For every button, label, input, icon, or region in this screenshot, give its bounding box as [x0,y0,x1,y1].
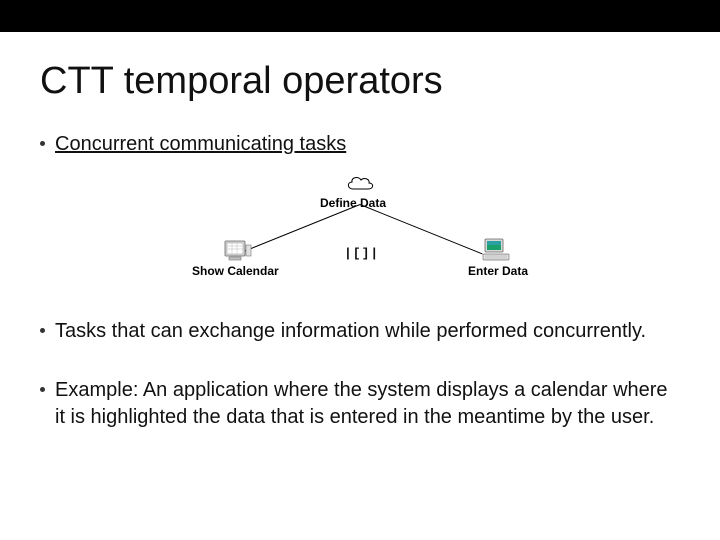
node-show-calendar: Show Calendar [198,238,278,278]
node-label: Define Data [316,196,390,210]
bullet-text: Example: An application where the system… [55,377,680,431]
bullet-text: Concurrent communicating tasks [55,131,680,158]
spacer [40,363,680,377]
node-enter-data: Enter Data [462,238,532,278]
slide-topbar [0,0,720,32]
cloud-icon [345,174,375,194]
bullet-dot-icon [40,141,45,146]
node-label: Show Calendar [192,264,278,278]
node-label: Enter Data [464,264,532,278]
bullet-item: Concurrent communicating tasks [40,131,680,158]
slide-title: CTT temporal operators [40,60,680,103]
bullet-text: Tasks that can exchange information whil… [55,318,680,345]
keyboard-icon [481,238,513,262]
operator-label: |[]| [344,246,379,261]
bullet-dot-icon [40,387,45,392]
bullet-item: Tasks that can exchange information whil… [40,318,680,345]
ctt-diagram: Define Data Show Calendar [180,176,540,296]
bullet-dot-icon [40,328,45,333]
bullet-item: Example: An application where the system… [40,377,680,431]
calendar-icon [224,238,252,262]
slide: CTT temporal operators Concurrent commun… [0,0,720,540]
slide-content: CTT temporal operators Concurrent commun… [0,60,720,431]
node-define-data: Define Data [330,174,390,210]
